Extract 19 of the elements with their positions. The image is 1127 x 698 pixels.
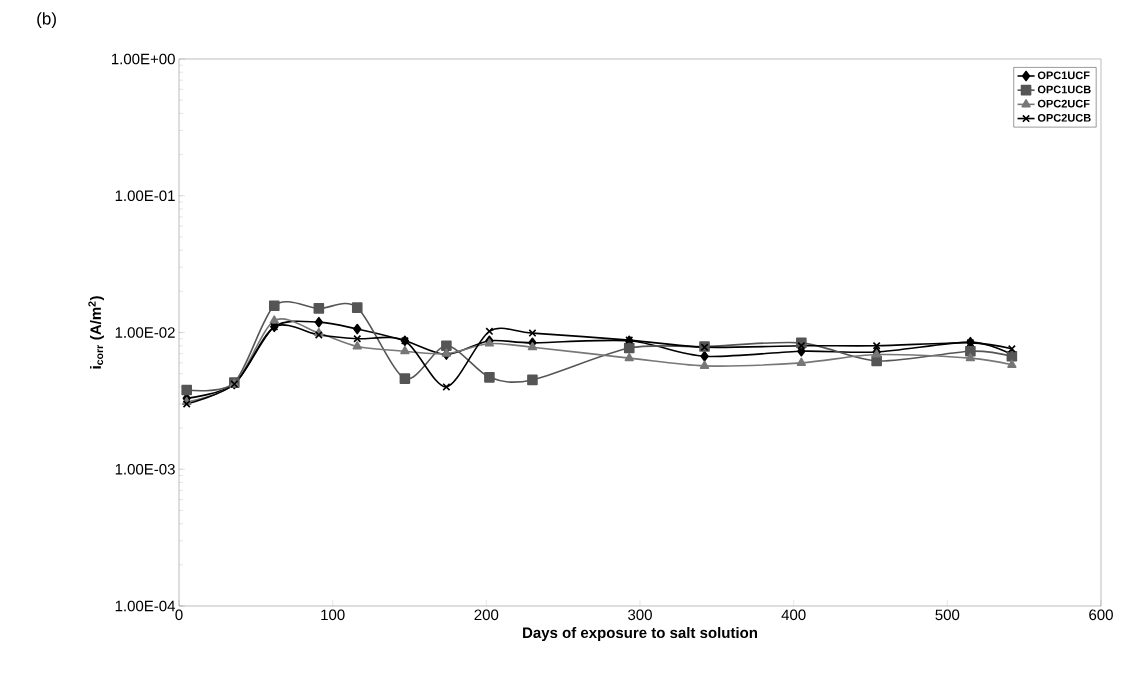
y-tick-label: 1.00E-02 [115, 327, 175, 338]
text: i$_{corr}$ (A/m$^{2}$) [88, 296, 104, 369]
y-tick-label: 1.00E-03 [115, 463, 175, 475]
x-tick-label: 0 [175, 609, 183, 621]
legend-label: OPC2UCF [1037, 99, 1090, 108]
chart-title: (b) [37, 12, 56, 29]
x-tick-label: 600 [1089, 609, 1113, 621]
x-tick-label: 200 [474, 609, 499, 621]
x-tick-label: 400 [781, 609, 806, 621]
x-axis-title: Days of exposure to salt solution [523, 627, 757, 641]
x-tick-label: 500 [935, 609, 960, 621]
x-tick-label: 100 [321, 609, 345, 621]
legend-label: OPC2UCB [1037, 113, 1091, 122]
y-tick-label: 1.00E-01 [115, 190, 175, 202]
legend-label: OPC1UCF [1037, 71, 1090, 80]
legend-label: OPC1UCB [1037, 85, 1091, 94]
y-tick-label: 1.00E-04 [115, 600, 176, 612]
x-tick-label: 300 [628, 609, 652, 621]
y-tick-label: 1.00E+00 [111, 53, 175, 65]
